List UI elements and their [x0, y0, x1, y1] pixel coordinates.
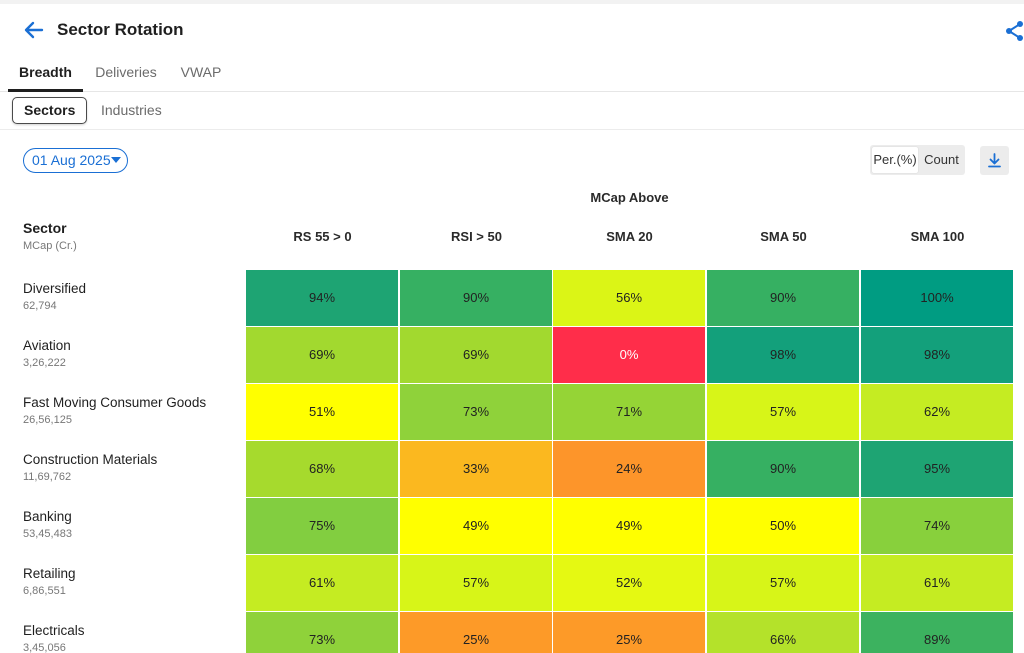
heatmap-cell[interactable]: 57%: [400, 555, 552, 611]
top-strip: [0, 0, 1024, 4]
sector-mcap: 11,69,762: [23, 471, 72, 483]
heatmap-cell[interactable]: 49%: [400, 498, 552, 554]
heatmap-cell[interactable]: 0%: [553, 327, 705, 383]
caret-down-icon: [111, 157, 121, 163]
subtab-sectors[interactable]: Sectors: [12, 97, 88, 124]
download-icon: [988, 153, 1001, 168]
heatmap-cell[interactable]: 89%: [861, 612, 1013, 653]
heatmap-cell[interactable]: 24%: [553, 441, 705, 497]
heatmap-cell[interactable]: 100%: [861, 270, 1013, 326]
sector-header-label: Sector: [23, 220, 67, 236]
heatmap-cell[interactable]: 25%: [400, 612, 552, 653]
heatmap-cell[interactable]: 69%: [246, 327, 398, 383]
heatmap-cell[interactable]: 25%: [553, 612, 705, 653]
download-button[interactable]: [980, 146, 1009, 175]
sector-row-label[interactable]: Fast Moving Consumer Goods 26,56,125: [23, 395, 206, 426]
heatmap-cell[interactable]: 51%: [246, 384, 398, 440]
heatmap-cell[interactable]: 98%: [861, 327, 1013, 383]
heatmap-cell[interactable]: 98%: [707, 327, 859, 383]
sector-row-label[interactable]: Aviation 3,26,222: [23, 338, 71, 369]
tab-deliveries[interactable]: Deliveries: [95, 64, 157, 80]
group-header: MCap Above: [590, 190, 669, 205]
sector-name: Fast Moving Consumer Goods: [23, 395, 207, 410]
heatmap-cell[interactable]: 94%: [246, 270, 398, 326]
heatmap-cell[interactable]: 57%: [707, 384, 859, 440]
mcap-header-label: MCap (Cr.): [23, 240, 77, 252]
heatmap-cell[interactable]: 90%: [707, 270, 859, 326]
date-dropdown[interactable]: 01 Aug 2025: [23, 148, 128, 173]
page-title: Sector Rotation: [57, 20, 184, 39]
sector-row-label[interactable]: Electricals 3,45,056: [23, 623, 85, 653]
sector-name: Electricals: [23, 623, 85, 638]
column-header[interactable]: RS 55 > 0: [293, 229, 352, 244]
sector-mcap: 3,45,056: [23, 642, 66, 653]
heatmap-cell[interactable]: 52%: [553, 555, 705, 611]
heatmap-cell[interactable]: 69%: [400, 327, 552, 383]
sector-name: Aviation: [23, 338, 71, 353]
tab-vwap[interactable]: VWAP: [180, 64, 222, 80]
sector-name: Banking: [23, 509, 72, 524]
sector-row-label[interactable]: Construction Materials 11,69,762: [23, 452, 157, 483]
column-header[interactable]: RSI > 50: [451, 229, 502, 244]
share-button[interactable]: [1004, 20, 1024, 42]
sector-row-label[interactable]: Retailing 6,86,551: [23, 566, 76, 597]
heatmap-cell[interactable]: 73%: [246, 612, 398, 653]
heatmap-cell[interactable]: 74%: [861, 498, 1013, 554]
sector-mcap: 3,26,222: [23, 357, 66, 369]
sector-mcap: 53,45,483: [23, 528, 72, 540]
sector-row-label[interactable]: Diversified 62,794: [23, 281, 86, 312]
sector-mcap: 26,56,125: [23, 414, 72, 426]
sector-name: Construction Materials: [23, 452, 158, 467]
page-header: Sector Rotation: [0, 4, 1024, 56]
sector-name: Diversified: [23, 281, 87, 296]
heatmap-cell[interactable]: 75%: [246, 498, 398, 554]
tab-breadth[interactable]: Breadth: [8, 56, 83, 92]
sector-row-label[interactable]: Banking 53,45,483: [23, 509, 72, 540]
arrow-left-icon: [24, 21, 44, 39]
column-header[interactable]: SMA 100: [910, 229, 965, 244]
subtab-industries[interactable]: Industries: [101, 102, 162, 118]
heatmap-cell[interactable]: 56%: [553, 270, 705, 326]
toggle-count[interactable]: Count: [924, 152, 959, 167]
heatmap-cell[interactable]: 95%: [861, 441, 1013, 497]
sector-column-header: Sector MCap (Cr.): [23, 220, 77, 252]
sector-mcap: 62,794: [23, 300, 57, 312]
heatmap-cell[interactable]: 73%: [400, 384, 552, 440]
heatmap-cell[interactable]: 66%: [707, 612, 859, 653]
date-value: 01 Aug 2025: [32, 152, 111, 168]
heatmap-cell[interactable]: 90%: [400, 270, 552, 326]
heatmap-cell[interactable]: 57%: [707, 555, 859, 611]
heatmap-cell[interactable]: 61%: [861, 555, 1013, 611]
heatmap-cell[interactable]: 68%: [246, 441, 398, 497]
heatmap-cell[interactable]: 33%: [400, 441, 552, 497]
heatmap-cell[interactable]: 50%: [707, 498, 859, 554]
sector-mcap: 6,86,551: [23, 585, 66, 597]
heatmap-cell[interactable]: 61%: [246, 555, 398, 611]
share-icon: [1006, 21, 1023, 41]
column-header[interactable]: SMA 20: [606, 229, 653, 244]
back-button[interactable]: [22, 18, 46, 42]
heatmap-cell[interactable]: 71%: [553, 384, 705, 440]
heatmap-cell[interactable]: 62%: [861, 384, 1013, 440]
column-header[interactable]: SMA 50: [760, 229, 807, 244]
heatmap-cell[interactable]: 49%: [553, 498, 705, 554]
main-tabs: Breadth Deliveries VWAP: [0, 56, 1024, 92]
sub-tabs: Sectors Industries: [0, 92, 1024, 130]
heatmap-cell[interactable]: 90%: [707, 441, 859, 497]
view-toggle: Per.(%) Count: [870, 145, 965, 175]
sector-name: Retailing: [23, 566, 76, 581]
toggle-percent[interactable]: Per.(%): [872, 147, 918, 173]
